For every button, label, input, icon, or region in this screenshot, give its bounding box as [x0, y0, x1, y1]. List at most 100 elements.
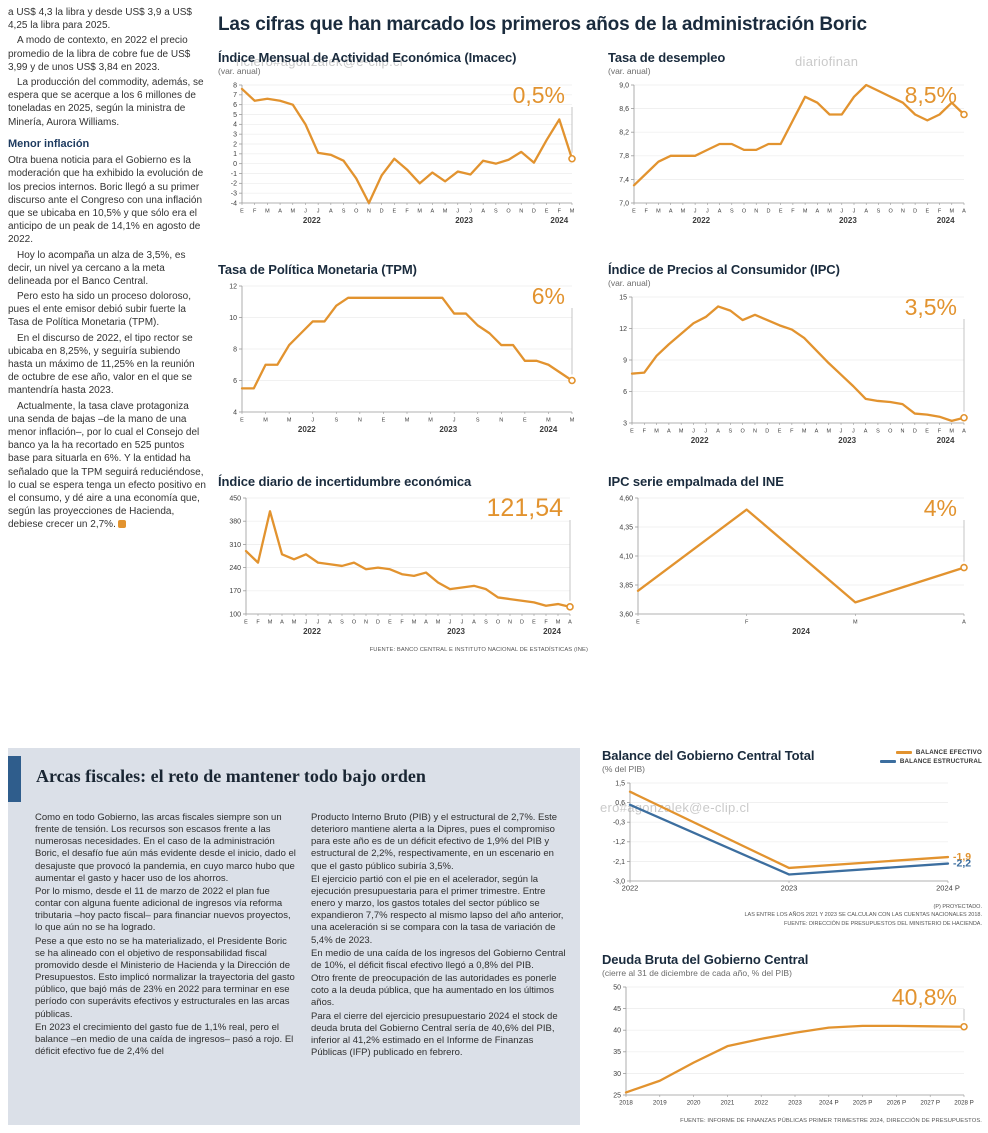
- svg-text:2024: 2024: [550, 216, 568, 225]
- svg-text:S: S: [877, 209, 881, 215]
- svg-text:F: F: [400, 620, 404, 626]
- svg-text:S: S: [730, 209, 734, 215]
- svg-text:2020: 2020: [687, 1100, 701, 1107]
- svg-text:6: 6: [233, 102, 237, 109]
- paragraph: Otro frente de preocupación de las autor…: [311, 973, 557, 1009]
- svg-text:8,5%: 8,5%: [905, 82, 957, 108]
- chart-subtitle: (var. anual): [608, 66, 651, 76]
- svg-text:A: A: [815, 429, 819, 435]
- source-line: FUENTE: INFORME DE FINANZAS PÚBLICAS PRI…: [680, 1118, 982, 1124]
- svg-text:A: A: [278, 209, 282, 215]
- svg-text:50: 50: [613, 984, 621, 991]
- svg-text:A: A: [667, 429, 671, 435]
- svg-text:0,6: 0,6: [615, 800, 625, 807]
- legend-swatch-blue: [879, 760, 896, 763]
- left-article-column: a US$ 4,3 la libra y desde US$ 3,9 a US$…: [8, 6, 206, 533]
- chart-title: Índice diario de incertidumbre económica: [218, 474, 472, 489]
- svg-text:M: M: [802, 429, 807, 435]
- svg-text:M: M: [681, 209, 686, 215]
- svg-text:O: O: [352, 620, 357, 626]
- svg-text:M: M: [654, 429, 659, 435]
- chart-canvas-ipc: 15 12 9 6 3 E F M A M J J A S O N D E F M A M J J A S O N D E F M A 2022 2…: [608, 289, 980, 454]
- chart-canvas-ipc-ine: 4,60 4,35 4,10 3,85 3,60 E F M A 2024 4%: [608, 490, 980, 645]
- svg-text:2024: 2024: [937, 216, 955, 225]
- paragraph: Pese a que esto no se ha materializado, …: [35, 935, 295, 1020]
- svg-text:M: M: [428, 418, 433, 424]
- fiscal-column-2: Producto Interno Bruto (PIB) y el estruc…: [311, 812, 571, 1060]
- svg-text:D: D: [913, 429, 917, 435]
- svg-text:M: M: [556, 620, 561, 626]
- svg-text:F: F: [790, 429, 794, 435]
- svg-text:E: E: [630, 429, 634, 435]
- svg-text:E: E: [240, 209, 244, 215]
- svg-text:1: 1: [233, 151, 237, 158]
- svg-text:310: 310: [229, 542, 241, 549]
- svg-text:A: A: [472, 620, 476, 626]
- svg-text:M: M: [417, 209, 422, 215]
- svg-text:J: J: [840, 429, 843, 435]
- svg-text:M: M: [290, 209, 295, 215]
- chart-subtitle: (var. anual): [218, 66, 261, 76]
- svg-text:45: 45: [613, 1006, 621, 1013]
- legend-label: BALANCE EFECTIVO: [915, 749, 982, 756]
- svg-text:12: 12: [619, 326, 627, 333]
- svg-text:2022: 2022: [303, 627, 321, 636]
- legend-label: BALANCE ESTRUCTURAL: [899, 758, 982, 765]
- svg-text:D: D: [376, 620, 380, 626]
- svg-text:N: N: [901, 429, 905, 435]
- svg-text:M: M: [405, 418, 410, 424]
- svg-text:6%: 6%: [532, 283, 565, 309]
- chart-balance: Balance del Gobierno Central Total (% de…: [602, 748, 982, 928]
- svg-text:M: M: [949, 209, 954, 215]
- svg-text:8: 8: [233, 82, 237, 89]
- svg-text:4,35: 4,35: [619, 524, 633, 531]
- svg-text:7: 7: [233, 92, 237, 99]
- svg-text:2022: 2022: [692, 216, 710, 225]
- svg-text:-3,0: -3,0: [613, 878, 625, 885]
- svg-text:J: J: [453, 418, 456, 424]
- chart-deuda: Deuda Bruta del Gobierno Central (cierre…: [602, 952, 982, 1124]
- svg-text:J: J: [311, 418, 314, 424]
- svg-text:-2: -2: [231, 181, 237, 188]
- svg-text:N: N: [901, 209, 905, 215]
- chart-canvas: 4,60 4,35 4,10 3,85 3,60E F M A 2024 4%: [619, 495, 968, 636]
- svg-text:2024: 2024: [540, 425, 558, 434]
- svg-text:2022: 2022: [622, 884, 639, 893]
- svg-text:F: F: [558, 209, 562, 215]
- svg-text:J: J: [449, 620, 452, 626]
- legend-row-efectivo: BALANCE EFECTIVO: [880, 749, 982, 756]
- svg-text:-2,2: -2,2: [953, 858, 971, 870]
- paragraph: En el discurso de 2022, el tipo rector s…: [8, 332, 195, 397]
- svg-text:S: S: [334, 418, 338, 424]
- svg-text:2022: 2022: [298, 425, 316, 434]
- svg-text:J: J: [304, 209, 307, 215]
- svg-text:M: M: [570, 418, 575, 424]
- svg-text:-1,9: -1,9: [953, 851, 971, 863]
- svg-text:M: M: [679, 429, 684, 435]
- svg-text:0: 0: [233, 161, 237, 168]
- svg-text:M: M: [546, 418, 551, 424]
- svg-text:N: N: [519, 209, 523, 215]
- svg-text:E: E: [382, 418, 386, 424]
- svg-text:E: E: [632, 209, 636, 215]
- svg-text:S: S: [876, 429, 880, 435]
- svg-text:J: J: [305, 620, 308, 626]
- svg-text:O: O: [496, 620, 501, 626]
- svg-text:M: M: [292, 620, 297, 626]
- svg-text:A: A: [962, 209, 966, 215]
- svg-text:M: M: [570, 209, 575, 215]
- svg-text:J: J: [694, 209, 697, 215]
- svg-text:0,5%: 0,5%: [513, 82, 565, 108]
- svg-text:J: J: [456, 209, 459, 215]
- svg-text:12: 12: [229, 283, 237, 290]
- paragraph: LAS ENTRE LOS AÑOS 2021 Y 2023 SE CALCUL…: [744, 912, 982, 919]
- svg-text:2022: 2022: [303, 216, 321, 225]
- svg-text:A: A: [962, 620, 966, 626]
- paragraph: El ejercicio partió con el pie en el ace…: [311, 873, 564, 946]
- chart-desempleo: Tasa de desempleo (var. anual) 9,0 8,6 8,2…: [608, 50, 980, 234]
